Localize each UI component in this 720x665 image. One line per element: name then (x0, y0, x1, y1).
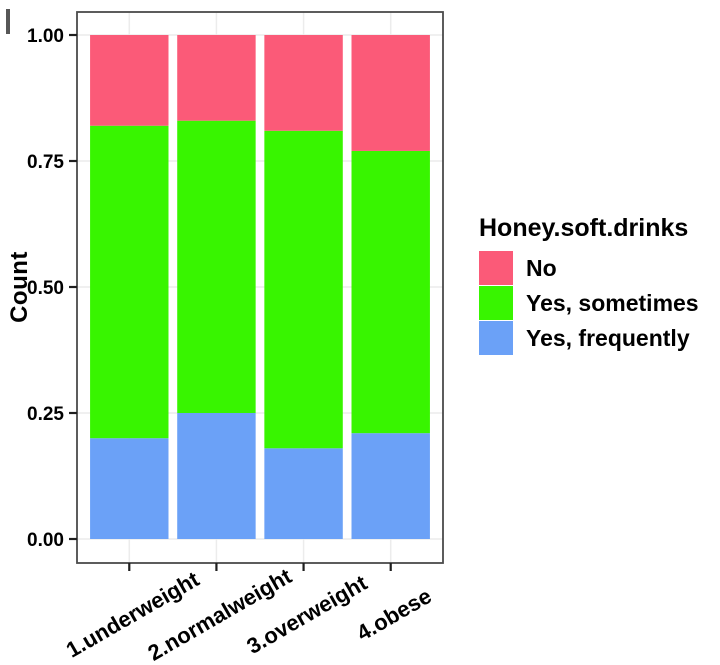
legend-entry-label: No (526, 254, 557, 281)
legend-entry: No (479, 251, 699, 285)
y-axis-tick-label: 0.50 (27, 278, 64, 299)
y-axis-tick-label: 0.00 (27, 530, 64, 551)
bar-segment-yes-sometimes (264, 130, 343, 449)
legend-entry-label: Yes, frequently (526, 324, 690, 351)
stray-mark (6, 9, 10, 34)
bar-segment-no (264, 35, 343, 131)
y-axis-tick-label: 0.75 (27, 152, 64, 173)
bar-segment-yes-frequently (351, 433, 430, 539)
legend-key-swatch (479, 286, 513, 320)
bar-segment-yes-frequently (264, 448, 343, 539)
x-axis-tick-label: 2.normalweight (144, 563, 297, 665)
legend-entry: Yes, frequently (479, 321, 699, 355)
bar-segment-no (90, 35, 169, 126)
bar-segment-yes-frequently (90, 438, 169, 539)
y-axis-title: Count (6, 251, 33, 323)
y-axis-tick-label: 1.00 (27, 26, 64, 47)
legend: Honey.soft.drinks No Yes, sometimes Yes, f… (479, 216, 699, 356)
legend-key-swatch (479, 251, 513, 285)
bar-segment-no (177, 35, 256, 121)
y-axis-tick-label: 0.25 (27, 404, 64, 425)
legend-entry-label: Yes, sometimes (526, 289, 699, 316)
bar-segment-yes-sometimes (177, 120, 256, 414)
legend-entries: No Yes, sometimes Yes, frequently (479, 251, 699, 355)
bar-segment-yes-frequently (177, 413, 256, 539)
legend-title: Honey.soft.drinks (479, 214, 689, 242)
bar-segment-no (351, 35, 430, 151)
bar-segment-yes-sometimes (90, 125, 169, 439)
legend-entry: Yes, sometimes (479, 286, 699, 320)
bar-segment-yes-sometimes (351, 150, 430, 434)
legend-key-swatch (479, 321, 513, 355)
